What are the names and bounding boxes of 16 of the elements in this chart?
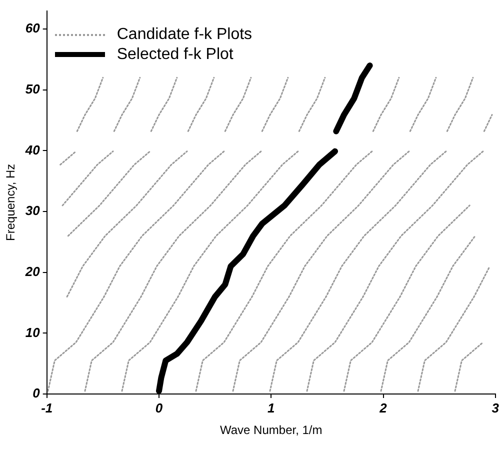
y-tick-label: 40 — [24, 142, 41, 158]
y-tick-label: 30 — [25, 203, 41, 218]
legend-label: Selected f-k Plot — [116, 44, 234, 65]
legend-label: Candidate f-k Plots — [116, 24, 252, 45]
x-tick-label: -1 — [41, 400, 53, 416]
y-tick-label: 60 — [25, 20, 41, 36]
x-tick-label: 2 — [378, 400, 388, 416]
x-axis-title: Wave Number, 1/m — [220, 423, 322, 438]
x-tick-label: 1 — [268, 400, 275, 416]
x-tick-label: 0 — [155, 400, 164, 416]
y-tick-label: 50 — [25, 81, 41, 96]
y-axis-title: Frequency, Hz — [4, 164, 18, 241]
y-tick-label: 20 — [24, 264, 41, 279]
y-tick-label: 0 — [32, 386, 41, 401]
y-tick-label: 10 — [25, 324, 41, 340]
x-tick-label: 3 — [492, 400, 500, 416]
